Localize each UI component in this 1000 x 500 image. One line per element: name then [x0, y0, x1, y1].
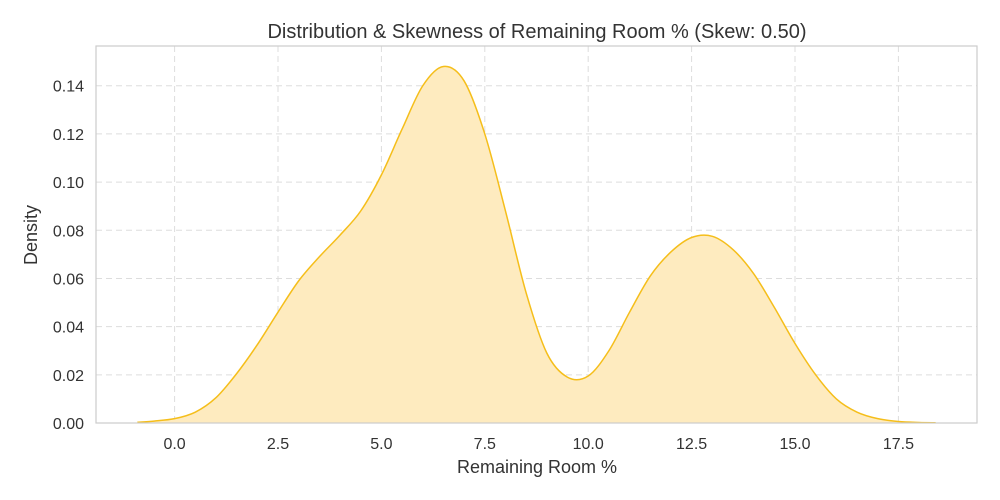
- y-axis-label: Density: [21, 205, 41, 265]
- x-tick-label: 0.0: [163, 436, 185, 453]
- x-tick-label: 2.5: [267, 436, 289, 453]
- axes-frame: [95, 45, 978, 424]
- plot-area: [137, 65, 936, 424]
- y-tick-label: 0.10: [53, 175, 84, 192]
- x-tick-label: 10.0: [573, 436, 604, 453]
- y-tick-label: 0.02: [53, 368, 84, 385]
- x-tick-label: 17.5: [883, 436, 914, 453]
- x-tick-label: 7.5: [474, 436, 496, 453]
- y-tick-label: 0.14: [53, 79, 84, 96]
- density-area-fill: [137, 66, 936, 424]
- y-tick-label: 0.08: [53, 223, 84, 240]
- chart-title: Distribution & Skewness of Remaining Roo…: [267, 21, 806, 43]
- x-tick-label: 15.0: [779, 436, 810, 453]
- density-curve-line: [137, 65, 936, 424]
- x-tick-label: 5.0: [370, 436, 392, 453]
- x-tick-label: 12.5: [676, 436, 707, 453]
- y-tick-label: 0.00: [53, 416, 84, 433]
- y-axis-ticks: 0.00 0.02 0.04 0.06 0.08 0.10 0.12 0.14: [53, 79, 84, 433]
- y-tick-label: 0.04: [53, 320, 84, 337]
- y-tick-label: 0.12: [53, 127, 84, 144]
- x-axis-label: Remaining Room %: [457, 457, 617, 477]
- y-tick-label: 0.06: [53, 271, 84, 288]
- x-axis-ticks: 0.0 2.5 5.0 7.5 10.0 12.5 15.0 17.5: [163, 436, 914, 453]
- axes-border: [95, 45, 978, 424]
